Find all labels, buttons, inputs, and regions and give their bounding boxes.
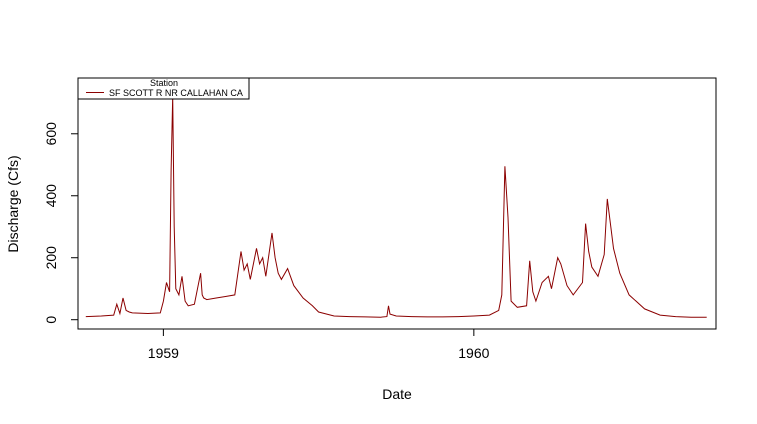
y-tick-label: 200 bbox=[43, 246, 59, 270]
x-axis: 1959 1960 bbox=[148, 328, 490, 361]
x-tick-label: 1960 bbox=[458, 345, 489, 361]
y-tick-label: 600 bbox=[43, 122, 59, 146]
y-axis: 0 200 400 600 bbox=[43, 122, 79, 324]
y-tick-label: 400 bbox=[43, 184, 59, 208]
discharge-series-line bbox=[85, 96, 707, 318]
legend-title: Station bbox=[150, 78, 178, 88]
legend-entry-label: SF SCOTT R NR CALLAHAN CA bbox=[109, 88, 243, 98]
x-axis-title: Date bbox=[382, 386, 412, 402]
legend: Station SF SCOTT R NR CALLAHAN CA bbox=[77, 77, 250, 100]
y-axis-title: Discharge (Cfs) bbox=[5, 155, 21, 252]
y-tick-label: 0 bbox=[43, 316, 59, 324]
x-tick-label: 1959 bbox=[148, 345, 179, 361]
legend-box bbox=[77, 77, 250, 100]
